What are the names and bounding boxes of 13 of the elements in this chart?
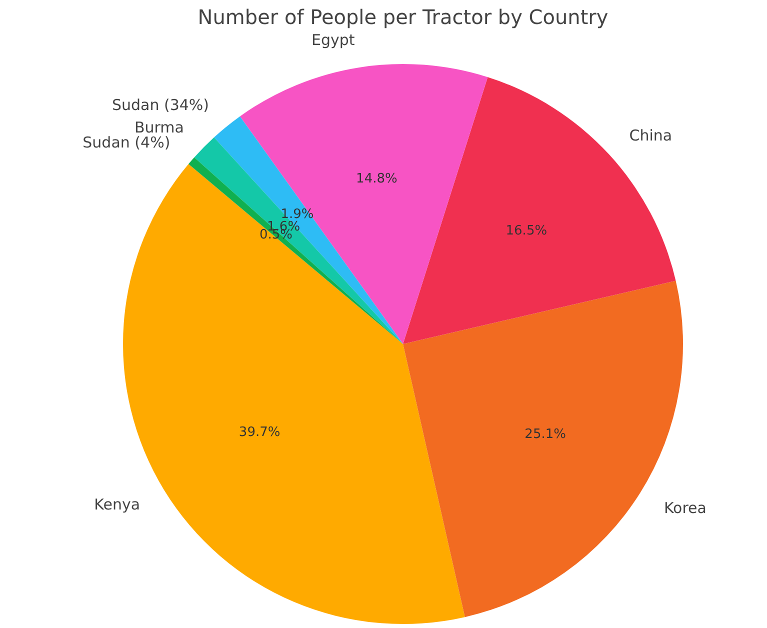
data-label: 14.8%: [356, 172, 398, 187]
slice-label: Egypt: [312, 31, 355, 50]
pie-slice: [214, 116, 403, 344]
slice-label: Sudan (34%): [112, 96, 210, 114]
slice-label: China: [629, 126, 672, 144]
slice-label: Kenya: [94, 496, 140, 514]
slice-label: Korea: [664, 498, 706, 517]
data-label: 16.5%: [506, 224, 548, 239]
pie-slice: [240, 64, 488, 344]
chart-title: Number of People per Tractor by Country: [198, 5, 608, 29]
data-label: 39.7%: [238, 425, 280, 440]
pie-slice: [403, 77, 676, 344]
data-label: 25.1%: [524, 426, 566, 442]
